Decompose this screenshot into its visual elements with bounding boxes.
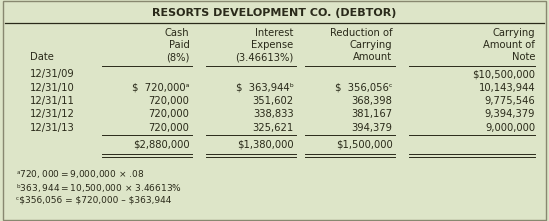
Text: $  356,056ᶜ: $ 356,056ᶜ <box>335 83 393 93</box>
Text: 12/31/12: 12/31/12 <box>30 109 75 119</box>
Text: Cash: Cash <box>165 28 189 38</box>
Text: 12/31/10: 12/31/10 <box>30 83 75 93</box>
Text: ᵃ$720,000 = $9,000,000 × .08: ᵃ$720,000 = $9,000,000 × .08 <box>16 168 145 180</box>
Text: 12/31/11: 12/31/11 <box>30 96 75 106</box>
Text: 9,000,000: 9,000,000 <box>485 122 535 133</box>
Text: 720,000: 720,000 <box>149 109 189 119</box>
Text: 720,000: 720,000 <box>149 122 189 133</box>
Text: Interest: Interest <box>255 28 294 38</box>
Text: 381,167: 381,167 <box>351 109 393 119</box>
Text: Carrying: Carrying <box>492 28 535 38</box>
Text: (3.46613%): (3.46613%) <box>236 52 294 62</box>
Text: Date: Date <box>30 52 54 62</box>
Text: Expense: Expense <box>251 40 294 50</box>
Text: 720,000: 720,000 <box>149 96 189 106</box>
Text: 12/31/09: 12/31/09 <box>30 69 75 79</box>
Text: 338,833: 338,833 <box>253 109 294 119</box>
Text: 368,398: 368,398 <box>352 96 393 106</box>
Text: Paid: Paid <box>169 40 189 50</box>
Text: Carrying: Carrying <box>350 40 393 50</box>
Text: 351,602: 351,602 <box>253 96 294 106</box>
Text: $1,380,000: $1,380,000 <box>237 140 294 150</box>
Text: 9,775,546: 9,775,546 <box>485 96 535 106</box>
Text: 9,394,379: 9,394,379 <box>485 109 535 119</box>
Text: ᶜ$356,056 = $720,000 – $363,944: ᶜ$356,056 = $720,000 – $363,944 <box>16 195 172 204</box>
Text: Amount: Amount <box>354 52 393 62</box>
Text: 10,143,944: 10,143,944 <box>479 83 535 93</box>
Text: Note: Note <box>512 52 535 62</box>
Text: (8%): (8%) <box>166 52 189 62</box>
Text: $1,500,000: $1,500,000 <box>336 140 393 150</box>
Text: Reduction of: Reduction of <box>330 28 393 38</box>
Text: Amount of: Amount of <box>484 40 535 50</box>
Text: ᵇ$363,944 = $10,500,000 × 3.46613%: ᵇ$363,944 = $10,500,000 × 3.46613% <box>16 182 182 194</box>
Text: 12/31/13: 12/31/13 <box>30 122 75 133</box>
Text: $  720,000ᵃ: $ 720,000ᵃ <box>132 83 189 93</box>
Text: $2,880,000: $2,880,000 <box>133 140 189 150</box>
Text: $10,500,000: $10,500,000 <box>472 69 535 79</box>
Text: 394,379: 394,379 <box>351 122 393 133</box>
Text: 325,621: 325,621 <box>253 122 294 133</box>
Text: $  363,944ᵇ: $ 363,944ᵇ <box>236 83 294 93</box>
FancyBboxPatch shape <box>3 1 546 220</box>
Text: RESORTS DEVELOPMENT CO. (DEBTOR): RESORTS DEVELOPMENT CO. (DEBTOR) <box>152 8 397 18</box>
